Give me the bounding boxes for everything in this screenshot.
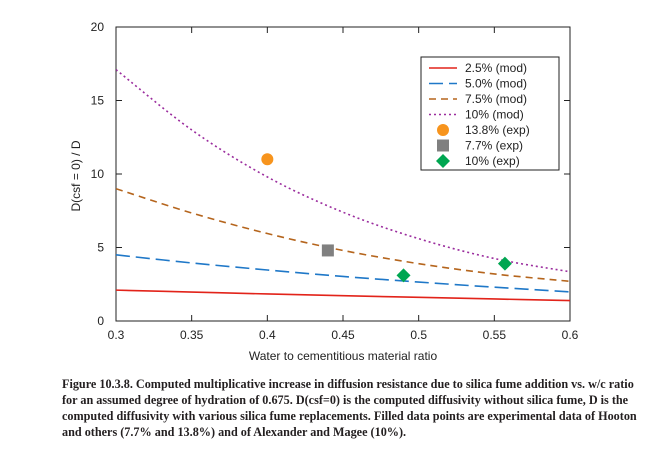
y-tick-label: 10 (91, 167, 105, 181)
x-tick-label: 0.35 (180, 328, 204, 342)
data-point-4-0 (261, 153, 274, 166)
legend-label-5: 7.7% (exp) (465, 139, 523, 153)
curves (116, 69, 570, 302)
x-tick-label: 0.55 (483, 328, 507, 342)
x-axis-title: Water to cementitious material ratio (249, 349, 438, 363)
legend: 2.5% (mod)5.0% (mod)7.5% (mod)10% (mod)1… (420, 56, 560, 171)
y-tick-label: 0 (97, 314, 104, 328)
legend-label-1: 5.0% (mod) (465, 77, 527, 91)
y-tick-label: 15 (91, 94, 105, 108)
legend-label-2: 7.5% (mod) (465, 92, 527, 106)
figure-caption: Figure 10.3.8. Computed multiplicative i… (62, 377, 637, 439)
x-tick-label: 0.4 (259, 328, 276, 342)
x-tick-label: 0.5 (410, 328, 427, 342)
legend-label-4: 13.8% (exp) (465, 123, 530, 137)
series-line-3 (116, 69, 570, 273)
legend-marker-4 (437, 124, 449, 136)
data-point-6-0 (396, 268, 411, 283)
legend-label-0: 2.5% (mod) (465, 61, 527, 75)
legend-label-6: 10% (exp) (465, 154, 520, 168)
y-tick-label: 20 (91, 20, 105, 34)
x-tick-label: 0.3 (108, 328, 125, 342)
y-tick-label: 5 (97, 241, 104, 255)
x-tick-label: 0.6 (562, 328, 579, 342)
series-line-1 (116, 254, 570, 293)
legend-marker-5 (437, 139, 449, 152)
legend-label-3: 10% (mod) (465, 108, 524, 122)
data-point-6-1 (497, 256, 512, 271)
legend-marker-6 (436, 154, 450, 168)
chart: 0.3 0.35 0.4 0.45 0.5 0.55 0.6 0 5 10 15 20 2.5% (mo… (69, 20, 579, 363)
series-line-2 (116, 187, 570, 283)
data-point-5-0 (321, 244, 334, 257)
y-axis-title: D(csf = 0) / D (69, 140, 83, 211)
x-tick-label: 0.45 (331, 328, 355, 342)
series-line-0 (116, 289, 570, 302)
